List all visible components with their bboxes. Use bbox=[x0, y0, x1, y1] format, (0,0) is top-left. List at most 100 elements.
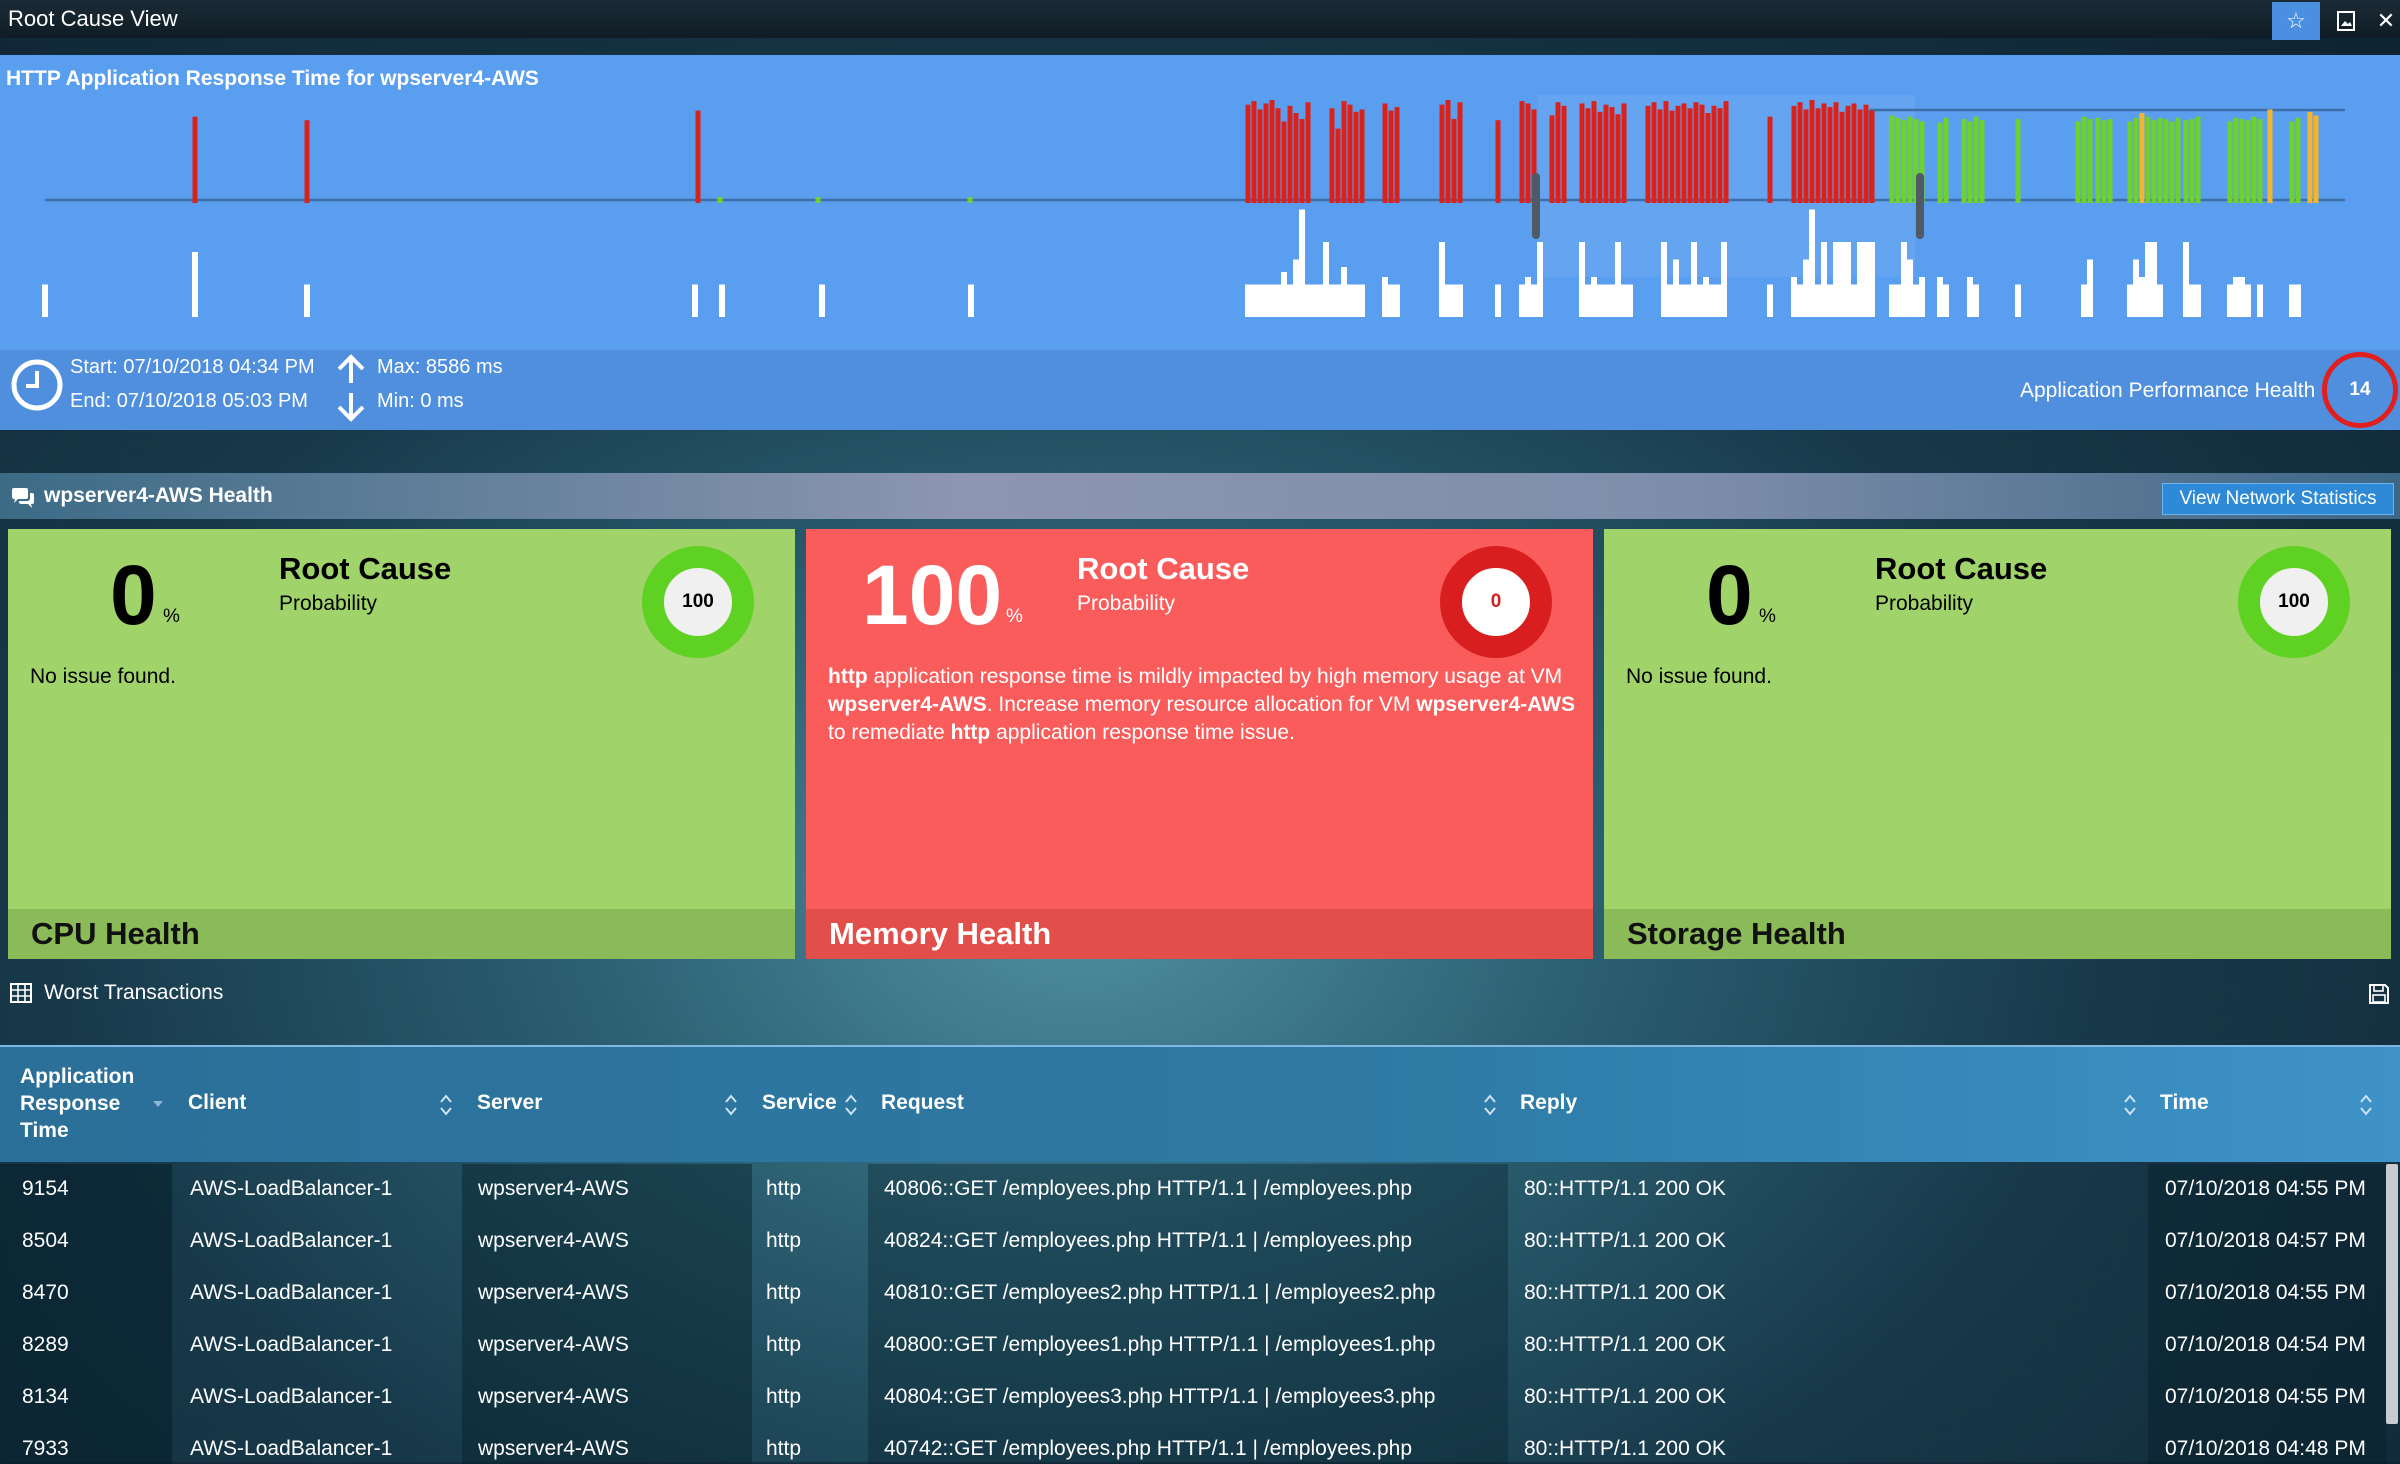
good-response-bar bbox=[2169, 121, 2175, 203]
health-score-ring: 100 bbox=[642, 546, 754, 658]
service-name: http bbox=[950, 721, 991, 744]
throughput-bar bbox=[1721, 242, 1727, 317]
table-cell: AWS-LoadBalancer-1 bbox=[190, 1177, 393, 1200]
throughput-bar bbox=[2227, 284, 2233, 317]
sort-icon[interactable] bbox=[723, 1093, 739, 1117]
max-value: Max: 8586 ms bbox=[377, 356, 503, 378]
throughput-bar bbox=[1537, 242, 1543, 317]
good-response-bar bbox=[2233, 117, 2239, 203]
message-text: application response time is mildly impa… bbox=[867, 665, 1563, 688]
storage-health-card[interactable]: 0 % Root Cause Probability 100 No issue … bbox=[1604, 529, 2391, 959]
good-response-bar bbox=[2227, 121, 2233, 203]
throughput-bar bbox=[1869, 242, 1875, 317]
table-cell: 40824::GET /employees.php HTTP/1.1 | /em… bbox=[884, 1229, 1413, 1252]
critical-response-bar bbox=[1451, 119, 1457, 203]
throughput-bar bbox=[1809, 209, 1815, 317]
card-footer: Memory Health bbox=[806, 909, 1593, 959]
throughput-bar bbox=[1341, 267, 1347, 317]
sort-icon[interactable] bbox=[2122, 1093, 2138, 1117]
percent-unit: % bbox=[1759, 606, 1776, 627]
good-response-bar bbox=[815, 197, 821, 203]
critical-response-bar bbox=[1299, 119, 1305, 203]
throughput-bar bbox=[1901, 242, 1907, 317]
good-response-bar bbox=[2295, 117, 2301, 203]
critical-response-bar bbox=[1675, 105, 1681, 203]
sort-icon[interactable] bbox=[1482, 1093, 1498, 1117]
table-cell: 40810::GET /employees2.php HTTP/1.1 | /e… bbox=[884, 1281, 1436, 1304]
image-icon[interactable] bbox=[2322, 2, 2370, 40]
throughput-bar bbox=[1591, 277, 1597, 317]
critical-response-bar bbox=[1382, 103, 1388, 203]
throughput-bar bbox=[1525, 277, 1531, 317]
critical-response-bar bbox=[1711, 105, 1717, 203]
table-cell: 8504 bbox=[22, 1229, 69, 1252]
throughput-bar bbox=[1803, 259, 1809, 317]
throughput-bar bbox=[1323, 242, 1329, 317]
sort-icon[interactable] bbox=[2358, 1093, 2374, 1117]
good-response-bar bbox=[2127, 121, 2133, 203]
table-row[interactable]: 8470 AWS-LoadBalancer-1 wpserver4-AWS http 4… bbox=[0, 1268, 2388, 1320]
table-cell: 07/10/2018 04:55 PM bbox=[2165, 1385, 2366, 1408]
column-header-response-time[interactable]: Application Response Time bbox=[20, 1065, 135, 1142]
sort-icon[interactable] bbox=[843, 1093, 859, 1117]
critical-response-bar bbox=[1293, 113, 1299, 203]
good-response-bar bbox=[1967, 121, 1973, 203]
view-network-statistics-button[interactable]: View Network Statistics bbox=[2162, 483, 2394, 515]
response-time-chart[interactable] bbox=[0, 55, 2400, 350]
table-row[interactable]: 8134 AWS-LoadBalancer-1 wpserver4-AWS http 4… bbox=[0, 1372, 2388, 1424]
throughput-bar bbox=[1281, 272, 1287, 317]
sort-desc-icon[interactable] bbox=[151, 1099, 165, 1109]
throughput-bar bbox=[1889, 284, 1895, 317]
good-response-bar bbox=[2151, 120, 2157, 203]
column-header-service[interactable]: Service bbox=[762, 1091, 837, 1114]
column-header-request[interactable]: Request bbox=[881, 1091, 964, 1114]
critical-response-bar bbox=[1803, 109, 1809, 203]
vm-name: wpserver4-AWS bbox=[828, 693, 987, 716]
critical-response-bar bbox=[695, 110, 701, 203]
throughput-bar bbox=[719, 284, 725, 317]
column-header-reply[interactable]: Reply bbox=[1520, 1091, 1578, 1114]
good-response-bar bbox=[1895, 117, 1901, 203]
good-response-bar bbox=[2289, 121, 2295, 203]
throughput-bar bbox=[2015, 284, 2021, 317]
table-cell: wpserver4-AWS bbox=[478, 1281, 629, 1304]
critical-response-bar bbox=[1341, 101, 1347, 203]
app-perf-health-score: 14 bbox=[2322, 352, 2398, 428]
table-row[interactable]: 8504 AWS-LoadBalancer-1 wpserver4-AWS http 4… bbox=[0, 1216, 2388, 1268]
column-header-server[interactable]: Server bbox=[477, 1091, 543, 1114]
throughput-bar bbox=[2295, 284, 2301, 317]
table-cell: http bbox=[766, 1333, 802, 1356]
critical-response-bar bbox=[192, 116, 198, 203]
good-response-bar bbox=[1901, 120, 1907, 203]
throughput-bar bbox=[968, 284, 974, 317]
table-row[interactable]: 9154 AWS-LoadBalancer-1 wpserver4-AWS http 4… bbox=[0, 1164, 2388, 1216]
memory-health-card[interactable]: 100 % Root Cause Probability 0 http appl… bbox=[806, 529, 1593, 959]
table-cell: 07/10/2018 04:48 PM bbox=[2165, 1437, 2366, 1460]
throughput-bar bbox=[1827, 284, 1833, 317]
table-scrollbar[interactable] bbox=[2386, 1164, 2398, 1424]
throughput-bar bbox=[1335, 284, 1341, 317]
star-icon[interactable]: ☆ bbox=[2272, 2, 2320, 40]
sort-icon[interactable] bbox=[438, 1093, 454, 1117]
root-cause-subtitle: Probability bbox=[1875, 592, 1974, 615]
good-response-bar bbox=[2163, 119, 2169, 203]
good-response-bar bbox=[2257, 119, 2263, 203]
column-header-time[interactable]: Time bbox=[2160, 1091, 2209, 1114]
close-icon[interactable]: ✕ bbox=[2376, 8, 2396, 33]
good-response-bar bbox=[2101, 120, 2107, 203]
app-perf-health-label: Application Performance Health bbox=[2020, 379, 2316, 402]
throughput-bar bbox=[2081, 284, 2087, 317]
cpu-health-card[interactable]: 0 % Root Cause Probability 100 No issue … bbox=[8, 529, 795, 959]
critical-response-bar bbox=[1269, 100, 1275, 203]
health-score-ring: 100 bbox=[2238, 546, 2350, 658]
save-icon[interactable] bbox=[2368, 983, 2390, 1005]
critical-response-bar bbox=[1359, 109, 1365, 203]
column-header-client[interactable]: Client bbox=[188, 1091, 247, 1114]
throughput-bar bbox=[1519, 284, 1525, 317]
table-row[interactable]: 8289 AWS-LoadBalancer-1 wpserver4-AWS http 4… bbox=[0, 1320, 2388, 1372]
table-row[interactable]: 7933 AWS-LoadBalancer-1 wpserver4-AWS http 4… bbox=[0, 1424, 2388, 1464]
critical-response-bar bbox=[1579, 103, 1585, 203]
selection-handle bbox=[1916, 173, 1924, 239]
throughput-bar bbox=[1293, 259, 1299, 317]
throughput-bar bbox=[2245, 284, 2251, 317]
